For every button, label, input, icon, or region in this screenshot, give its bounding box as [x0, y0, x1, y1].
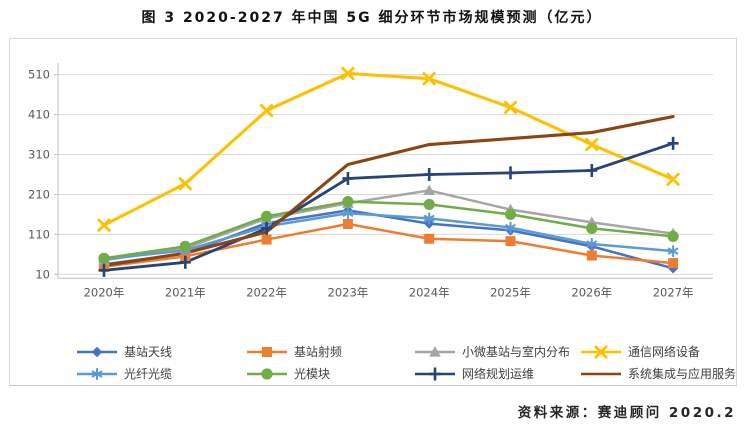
legend-diamond-icon [77, 346, 117, 358]
legend-circle-icon [247, 368, 287, 380]
series-line-3 [102, 71, 675, 227]
legend-label-7: 系统集成与应用服务 [628, 367, 737, 381]
legend-square-icon [247, 347, 287, 357]
legend-item-6: 网络规划运维 [414, 367, 534, 381]
legend-label-1: 基站射频 [294, 345, 343, 359]
source-note: 资料来源：赛迪顾问 2020.2 [517, 405, 736, 421]
x-tick-label: 2025年 [490, 285, 531, 299]
series-5-point-4 [423, 198, 435, 211]
series-3-point-0 [97, 218, 111, 232]
series-4-point-6 [586, 238, 598, 250]
series-6-point-4 [423, 167, 435, 181]
series-3-point-5 [503, 100, 518, 114]
y-tick-label: 110 [28, 227, 50, 241]
series-line-1 [102, 222, 675, 268]
legend-marker-3 [594, 345, 608, 359]
legend-label-4: 光纤光缆 [124, 367, 173, 381]
y-tick-label: 10 [35, 267, 50, 281]
series-6-point-7 [667, 136, 679, 150]
legend-triangle-icon [415, 346, 455, 357]
legend-asterisk-icon [77, 368, 117, 380]
legend-item-7: 系统集成与应用服务 [580, 367, 736, 381]
legend-item-5: 光模块 [246, 367, 330, 381]
legend-label-5: 光模块 [294, 367, 331, 381]
series-line-4 [102, 211, 675, 261]
series-2-point-4 [423, 184, 435, 196]
series-line-7 [102, 115, 675, 268]
series-5-point-6 [586, 222, 598, 234]
series-4-point-3 [342, 207, 354, 220]
series-line-5 [102, 200, 675, 260]
line-chart: 10 110 210 310 410 510 2020年 2021年 2022年 2023年 202… [28, 63, 713, 299]
legend-item-3: 通信网络设备 [580, 345, 700, 359]
series-1-point-4 [424, 233, 435, 244]
series-4-point-4 [423, 212, 435, 225]
legend-marker-2 [429, 346, 441, 357]
series-5-point-1 [179, 240, 191, 252]
x-tick-label: 2024年 [409, 285, 450, 299]
legend-label-2: 小微基站与室内分布 [462, 345, 571, 359]
y-tick-label: 210 [28, 187, 50, 201]
legend-item-0: 基站天线 [76, 345, 172, 359]
series-line-6 [102, 141, 675, 272]
legend-plus-icon [415, 367, 455, 381]
legend-label-6: 网络规划运维 [462, 367, 535, 381]
series-6-point-5 [505, 166, 516, 180]
legend-marker-4 [91, 368, 103, 380]
x-tick-label: 2020年 [84, 285, 125, 299]
legend-label-0: 基站天线 [124, 345, 173, 359]
series-1-point-6 [586, 250, 597, 261]
series-5-point-5 [504, 208, 517, 221]
y-tick-label: 410 [28, 108, 50, 122]
legend-x-icon [581, 345, 621, 359]
series-6-point-2 [261, 221, 273, 235]
series-6-point-1 [179, 255, 191, 269]
series-4-point-7 [667, 245, 679, 257]
x-tick-label: 2026年 [571, 285, 612, 299]
legend-marker-0 [91, 346, 103, 358]
chart-frame: 10 110 210 310 410 510 2020年 2021年 2022年 2023年 202… [9, 38, 737, 386]
chart-title: 图 3 2020-2027 年中国 5G 细分环节市场规模预测（亿元） [141, 10, 603, 26]
series-6-point-6 [586, 163, 598, 177]
series-5-point-7 [667, 230, 679, 242]
legend-item-4: 光纤光缆 [76, 367, 172, 381]
series-5-point-2 [261, 210, 273, 223]
series-3-point-3 [341, 66, 355, 81]
legend-marker-5 [261, 368, 273, 380]
x-tick-label: 2023年 [328, 285, 369, 299]
series-1-point-3 [342, 218, 353, 229]
series-3-point-4 [422, 72, 436, 86]
legend-label-3: 通信网络设备 [628, 345, 701, 359]
series-6-point-0 [98, 263, 110, 277]
legend-line-icon [581, 372, 621, 376]
y-tick-label: 510 [28, 68, 50, 82]
series-5-point-0 [98, 252, 110, 264]
legend-item-2: 小微基站与室内分布 [414, 345, 570, 359]
series-line-2 [102, 189, 675, 262]
series-4-point-5 [504, 221, 517, 234]
series-1-point-7 [668, 258, 679, 269]
series-1-point-5 [505, 236, 516, 247]
series-6-point-3 [342, 171, 354, 185]
series-3-point-7 [666, 172, 680, 186]
y-tick-label: 310 [28, 148, 50, 162]
series-1-point-2 [261, 234, 272, 245]
legend-marker-1 [262, 347, 272, 357]
x-tick-label: 2022年 [246, 285, 287, 299]
series-3-point-6 [585, 137, 599, 152]
x-tick-label: 2021年 [165, 285, 206, 299]
series-3-point-1 [178, 177, 192, 191]
legend-item-1: 基站射频 [246, 345, 342, 359]
series-5-point-3 [342, 196, 354, 208]
legend-marker-6 [429, 367, 441, 381]
x-tick-label: 2027年 [653, 285, 694, 299]
series-3-point-2 [259, 103, 274, 118]
